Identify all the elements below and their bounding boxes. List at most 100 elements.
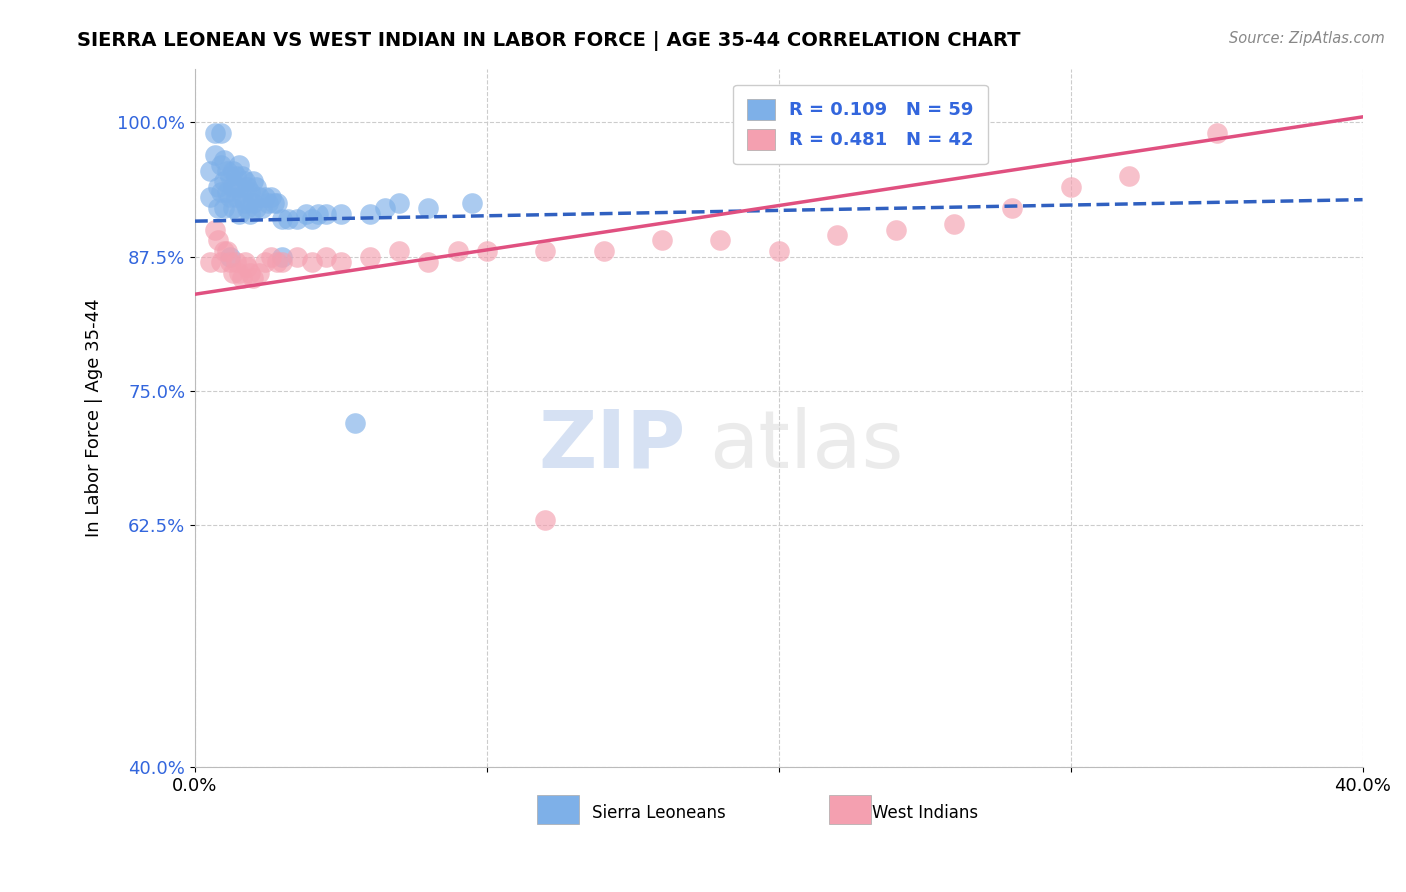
- Point: [231, 271, 253, 285]
- Point: [233, 174, 256, 188]
- Point: [215, 185, 238, 199]
- Point: [266, 255, 288, 269]
- Point: [271, 250, 294, 264]
- Point: [285, 250, 308, 264]
- Point: [212, 174, 235, 188]
- Legend: R = 0.109   N = 59, R = 0.481   N = 42: R = 0.109 N = 59, R = 0.481 N = 42: [733, 85, 988, 164]
- Point: [209, 255, 232, 269]
- Point: [271, 212, 294, 227]
- Y-axis label: In Labor Force | Age 35-44: In Labor Force | Age 35-44: [86, 299, 103, 537]
- Point: [247, 266, 270, 280]
- Point: [231, 169, 253, 183]
- Point: [198, 163, 221, 178]
- Point: [388, 244, 411, 259]
- Point: [204, 147, 226, 161]
- Point: [301, 212, 323, 227]
- Point: [709, 234, 731, 248]
- Point: [212, 153, 235, 167]
- Point: [260, 250, 283, 264]
- Text: atlas: atlas: [709, 407, 903, 484]
- Point: [245, 201, 267, 215]
- Point: [315, 250, 337, 264]
- Point: [534, 513, 557, 527]
- Point: [228, 206, 250, 220]
- Point: [263, 195, 285, 210]
- Point: [266, 195, 288, 210]
- Point: [222, 163, 245, 178]
- Point: [239, 266, 262, 280]
- FancyBboxPatch shape: [830, 795, 870, 824]
- Point: [446, 244, 468, 259]
- Point: [295, 206, 318, 220]
- Point: [215, 163, 238, 178]
- Text: West Indians: West Indians: [872, 804, 979, 822]
- Point: [236, 179, 259, 194]
- Point: [277, 212, 299, 227]
- Point: [236, 201, 259, 215]
- Point: [374, 201, 396, 215]
- Point: [651, 234, 673, 248]
- Point: [207, 179, 229, 194]
- Point: [1001, 201, 1024, 215]
- Point: [209, 126, 232, 140]
- Point: [1059, 179, 1081, 194]
- Point: [253, 190, 276, 204]
- Point: [285, 212, 308, 227]
- Point: [475, 244, 498, 259]
- Point: [245, 179, 267, 194]
- Point: [231, 190, 253, 204]
- Point: [236, 260, 259, 275]
- Point: [207, 201, 229, 215]
- Point: [825, 228, 848, 243]
- Point: [212, 244, 235, 259]
- Point: [219, 169, 242, 183]
- Point: [242, 195, 264, 210]
- Point: [884, 223, 907, 237]
- Point: [225, 190, 247, 204]
- Point: [228, 179, 250, 194]
- Point: [198, 255, 221, 269]
- Point: [222, 179, 245, 194]
- Point: [257, 195, 280, 210]
- Point: [250, 201, 273, 215]
- Point: [222, 201, 245, 215]
- Point: [222, 266, 245, 280]
- Point: [247, 190, 270, 204]
- Point: [260, 190, 283, 204]
- Point: [418, 255, 440, 269]
- Text: ZIP: ZIP: [538, 407, 685, 484]
- Point: [242, 174, 264, 188]
- Point: [359, 206, 381, 220]
- Point: [212, 201, 235, 215]
- Point: [204, 223, 226, 237]
- Point: [219, 190, 242, 204]
- Point: [204, 126, 226, 140]
- Point: [219, 255, 242, 269]
- Point: [359, 250, 381, 264]
- Point: [233, 255, 256, 269]
- Point: [942, 218, 965, 232]
- Point: [198, 190, 221, 204]
- Point: [225, 169, 247, 183]
- Text: SIERRA LEONEAN VS WEST INDIAN IN LABOR FORCE | AGE 35-44 CORRELATION CHART: SIERRA LEONEAN VS WEST INDIAN IN LABOR F…: [77, 31, 1021, 51]
- Point: [461, 195, 484, 210]
- FancyBboxPatch shape: [537, 795, 579, 824]
- Point: [207, 234, 229, 248]
- Point: [228, 266, 250, 280]
- Point: [329, 206, 352, 220]
- Text: Source: ZipAtlas.com: Source: ZipAtlas.com: [1229, 31, 1385, 46]
- Point: [239, 206, 262, 220]
- Point: [253, 255, 276, 269]
- Point: [592, 244, 614, 259]
- Point: [242, 271, 264, 285]
- Point: [209, 158, 232, 172]
- Point: [233, 195, 256, 210]
- Point: [239, 185, 262, 199]
- Point: [301, 255, 323, 269]
- Point: [225, 255, 247, 269]
- Point: [1118, 169, 1140, 183]
- Point: [418, 201, 440, 215]
- Point: [344, 416, 367, 430]
- Point: [1205, 126, 1227, 140]
- Point: [209, 185, 232, 199]
